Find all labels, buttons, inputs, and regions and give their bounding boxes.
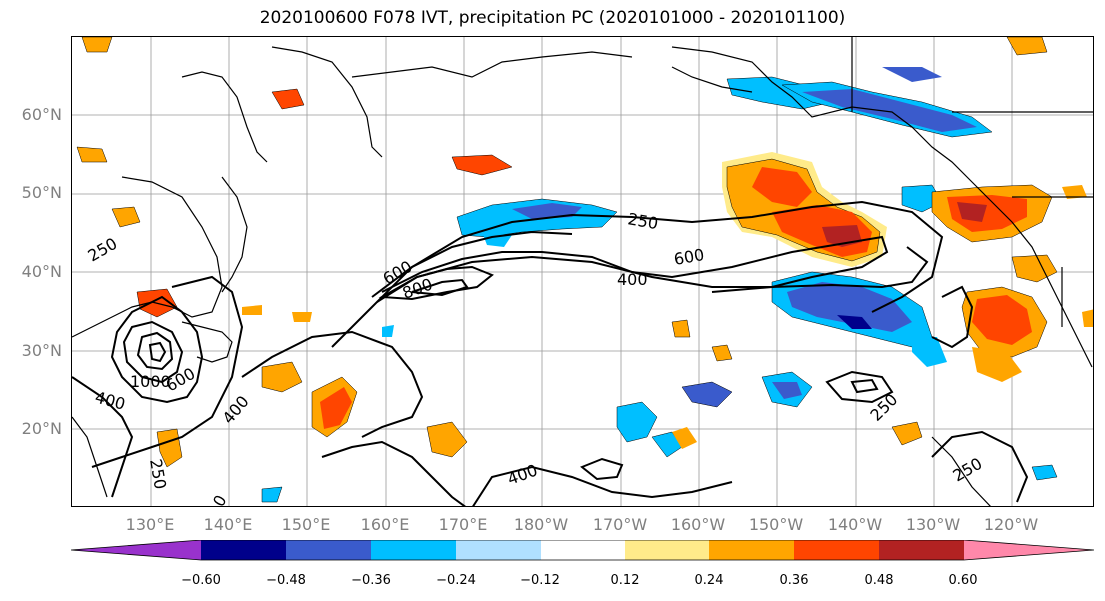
lat-label-30n: 30°N [21, 341, 62, 360]
contour-label-250-e: 250 [85, 234, 121, 266]
lon-label-170w: 170°W [592, 515, 648, 534]
colorbar-swatch-3 [371, 540, 456, 560]
colorbar-tick-4: −0.24 [436, 573, 476, 588]
colorbar-swatch-9 [879, 540, 964, 560]
colorbar-tick-1: −0.60 [181, 573, 221, 588]
lon-label-150e: 150°E [281, 515, 331, 534]
contour-label-400-b: 400 [93, 388, 127, 414]
colorbar-swatch-8 [794, 540, 879, 560]
lon-label-140e: 140°E [203, 515, 253, 534]
lon-label-170e: 170°E [438, 515, 488, 534]
colorbar-tick-3: −0.36 [351, 573, 391, 588]
contour-label-250-c: 250 [866, 390, 901, 425]
coastlines [72, 37, 1093, 506]
contour-label-400-a: 400 [617, 270, 648, 289]
lat-label-50n: 50°N [21, 183, 62, 202]
colorbar-swatch-5 [541, 540, 625, 560]
contour-label-1000: 1000 [130, 372, 171, 391]
colorbar-swatch-2 [286, 540, 371, 560]
ivt-contours [72, 200, 1029, 506]
colorbar-extend-low [71, 540, 201, 560]
lon-label-130e: 130°E [125, 515, 175, 534]
colorbar-tick-2: −0.48 [266, 573, 306, 588]
lat-label-60n: 60°N [21, 105, 62, 124]
colorbar-tick-7: 0.24 [694, 573, 724, 588]
colorbar-tick-5: −0.12 [520, 573, 560, 588]
lat-label-40n: 40°N [21, 262, 62, 281]
lon-label-150w: 150°W [748, 515, 804, 534]
map-panel: 250 600 400 600 800 400 1000 600 400 250… [71, 36, 1094, 507]
colorbar-swatch-4 [456, 540, 541, 560]
positive-pc-shading [76, 37, 1093, 468]
map-title: 2020100600 F078 IVT, precipitation PC (2… [259, 8, 846, 28]
colorbar-swatch-6 [625, 540, 709, 560]
map-canvas: 250 600 400 600 800 400 1000 600 400 250… [72, 37, 1093, 507]
colorbar-tick-9: 0.48 [864, 573, 894, 588]
contour-label-600-a: 600 [672, 245, 705, 269]
lon-label-180w: 180°W [513, 515, 569, 534]
contour-label-0: 0 [209, 492, 231, 507]
contour-label-400-d: 400 [505, 460, 540, 488]
lon-label-140w: 140°W [827, 515, 883, 534]
colorbar-tick-10: 0.60 [948, 573, 978, 588]
lon-label-160w: 160°W [670, 515, 726, 534]
colorbar-swatch-7 [709, 540, 794, 560]
lon-label-120w: 120°W [983, 515, 1039, 534]
contour-label-250-b: 250 [146, 457, 170, 490]
colorbar-tick-8: 0.36 [779, 573, 809, 588]
colorbar [71, 540, 1094, 561]
lon-label-130w: 130°W [905, 515, 961, 534]
lon-label-160e: 160°E [360, 515, 410, 534]
negative-pc-shading [261, 67, 1058, 503]
lat-label-20n: 20°N [21, 419, 62, 438]
contour-label-250-a: 250 [626, 209, 659, 233]
contour-label-400-c: 400 [219, 392, 253, 428]
colorbar-swatch-1 [201, 540, 286, 560]
colorbar-extend-high [964, 540, 1094, 560]
colorbar-tick-6: 0.12 [610, 573, 640, 588]
